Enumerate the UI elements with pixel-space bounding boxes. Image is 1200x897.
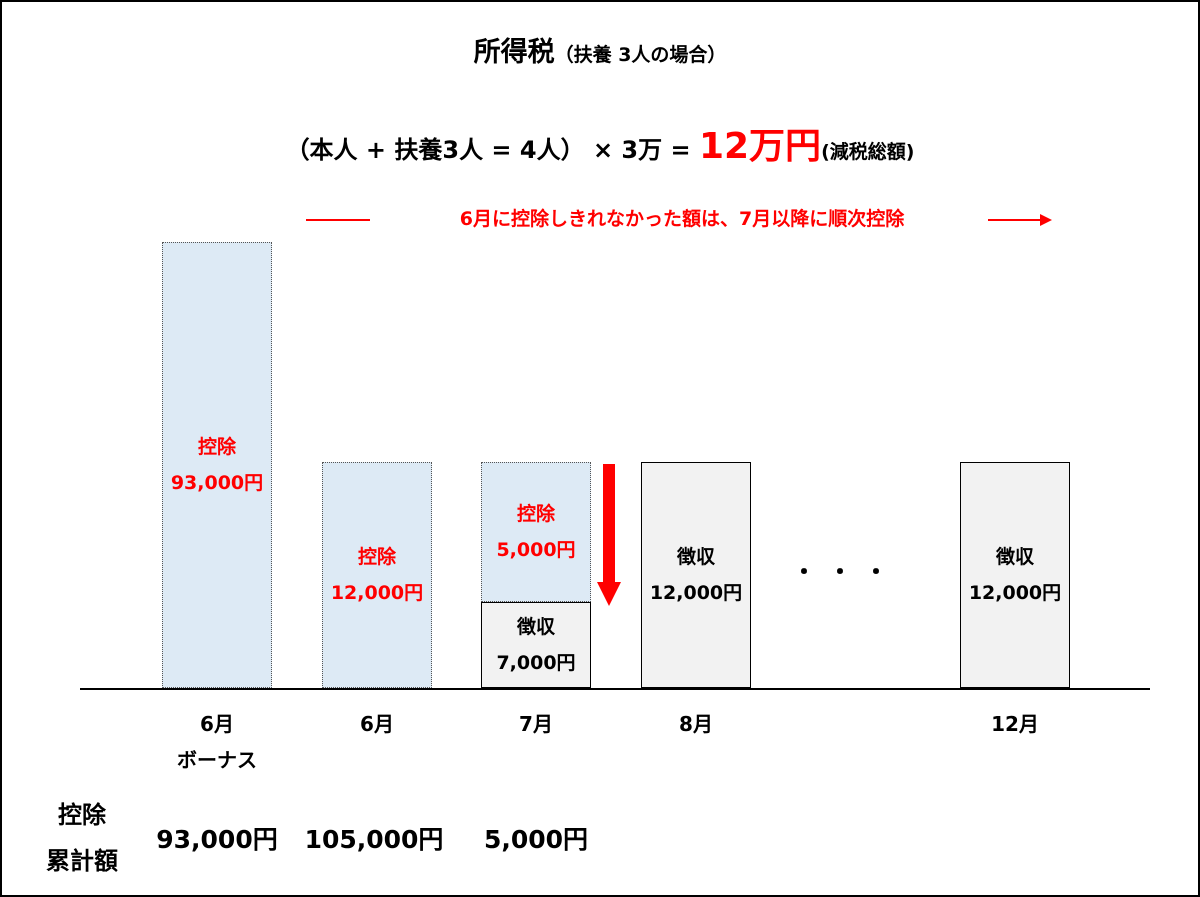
bar-segment-value: 5,000円 <box>496 539 576 561</box>
bar-segment-value: 93,000円 <box>170 472 264 494</box>
note-line-left <box>306 219 370 221</box>
x-label-dec: 12月 <box>935 706 1095 742</box>
x-label-june: 6月 <box>297 706 457 742</box>
bar-segment-value: 12,000円 <box>968 582 1062 604</box>
x-label-line1: 12月 <box>991 712 1039 736</box>
bar-segment-name: 徴収 <box>676 546 715 568</box>
collection-bar-aug: 徴収 12,000円 <box>641 462 751 688</box>
note-text: 6月に控除しきれなかった額は、7月以降に順次控除 <box>459 208 905 230</box>
cumulative-value: 93,000円 <box>156 825 278 854</box>
title-sub: （扶養 3人の場合） <box>554 44 727 66</box>
cumulative-label-line2: 累計額 <box>46 847 118 875</box>
deduction-bar-june: 控除 12,000円 <box>322 462 432 688</box>
formula-left: （本人 + 扶養3人 = 4人） × 3万 = <box>285 136 699 164</box>
x-label-july: 7月 <box>456 706 616 742</box>
note-arrow-head <box>1040 214 1052 226</box>
cumulative-value: 105,000円 <box>304 825 444 854</box>
baseline-axis <box>80 688 1150 690</box>
collection-bar-dec: 徴収 12,000円 <box>960 462 1070 688</box>
down-arrow-head <box>597 582 621 606</box>
x-label-line1: 6月 <box>200 712 234 736</box>
bar-segment-name: 控除 <box>516 503 555 525</box>
x-label-bonus: 6月ボーナス <box>137 706 297 778</box>
x-label-line1: 7月 <box>519 712 553 736</box>
cumulative-value: 5,000円 <box>483 825 589 854</box>
bar-segment-name: 控除 <box>357 546 396 568</box>
cumulative-label: 控除 累計額 <box>42 792 122 884</box>
page-title: 所得税（扶養 3人の場合） <box>2 30 1198 69</box>
formula-suffix: (減税総額) <box>821 141 915 163</box>
bar-segment-value: 12,000円 <box>330 582 424 604</box>
title-main: 所得税 <box>473 37 555 68</box>
formula-result: 12万円 <box>698 126 822 167</box>
ellipsis: ・・・ <box>792 558 900 586</box>
x-label-line1: 6月 <box>360 712 394 736</box>
bar-segment-value: 12,000円 <box>649 582 743 604</box>
x-label-line2: ボーナス <box>177 748 257 772</box>
bar-segment-value: 7,000円 <box>496 652 576 674</box>
down-arrow-shaft <box>603 464 615 584</box>
note-line-right <box>988 219 1042 221</box>
bar-segment-name: 控除 <box>197 436 236 458</box>
x-label-line1: 8月 <box>679 712 713 736</box>
deduction-bar-july: 控除 5,000円 <box>481 462 591 602</box>
bar-segment-name: 徴収 <box>516 616 555 638</box>
formula: （本人 + 扶養3人 = 4人） × 3万 = 12万円(減税総額) <box>2 117 1198 169</box>
x-label-aug: 8月 <box>616 706 776 742</box>
cumulative-label-line1: 控除 <box>58 801 106 829</box>
bar-segment-name: 徴収 <box>995 546 1034 568</box>
collection-bar-july: 徴収 7,000円 <box>481 602 591 688</box>
deduction-bar-bonus: 控除 93,000円 <box>162 242 272 688</box>
